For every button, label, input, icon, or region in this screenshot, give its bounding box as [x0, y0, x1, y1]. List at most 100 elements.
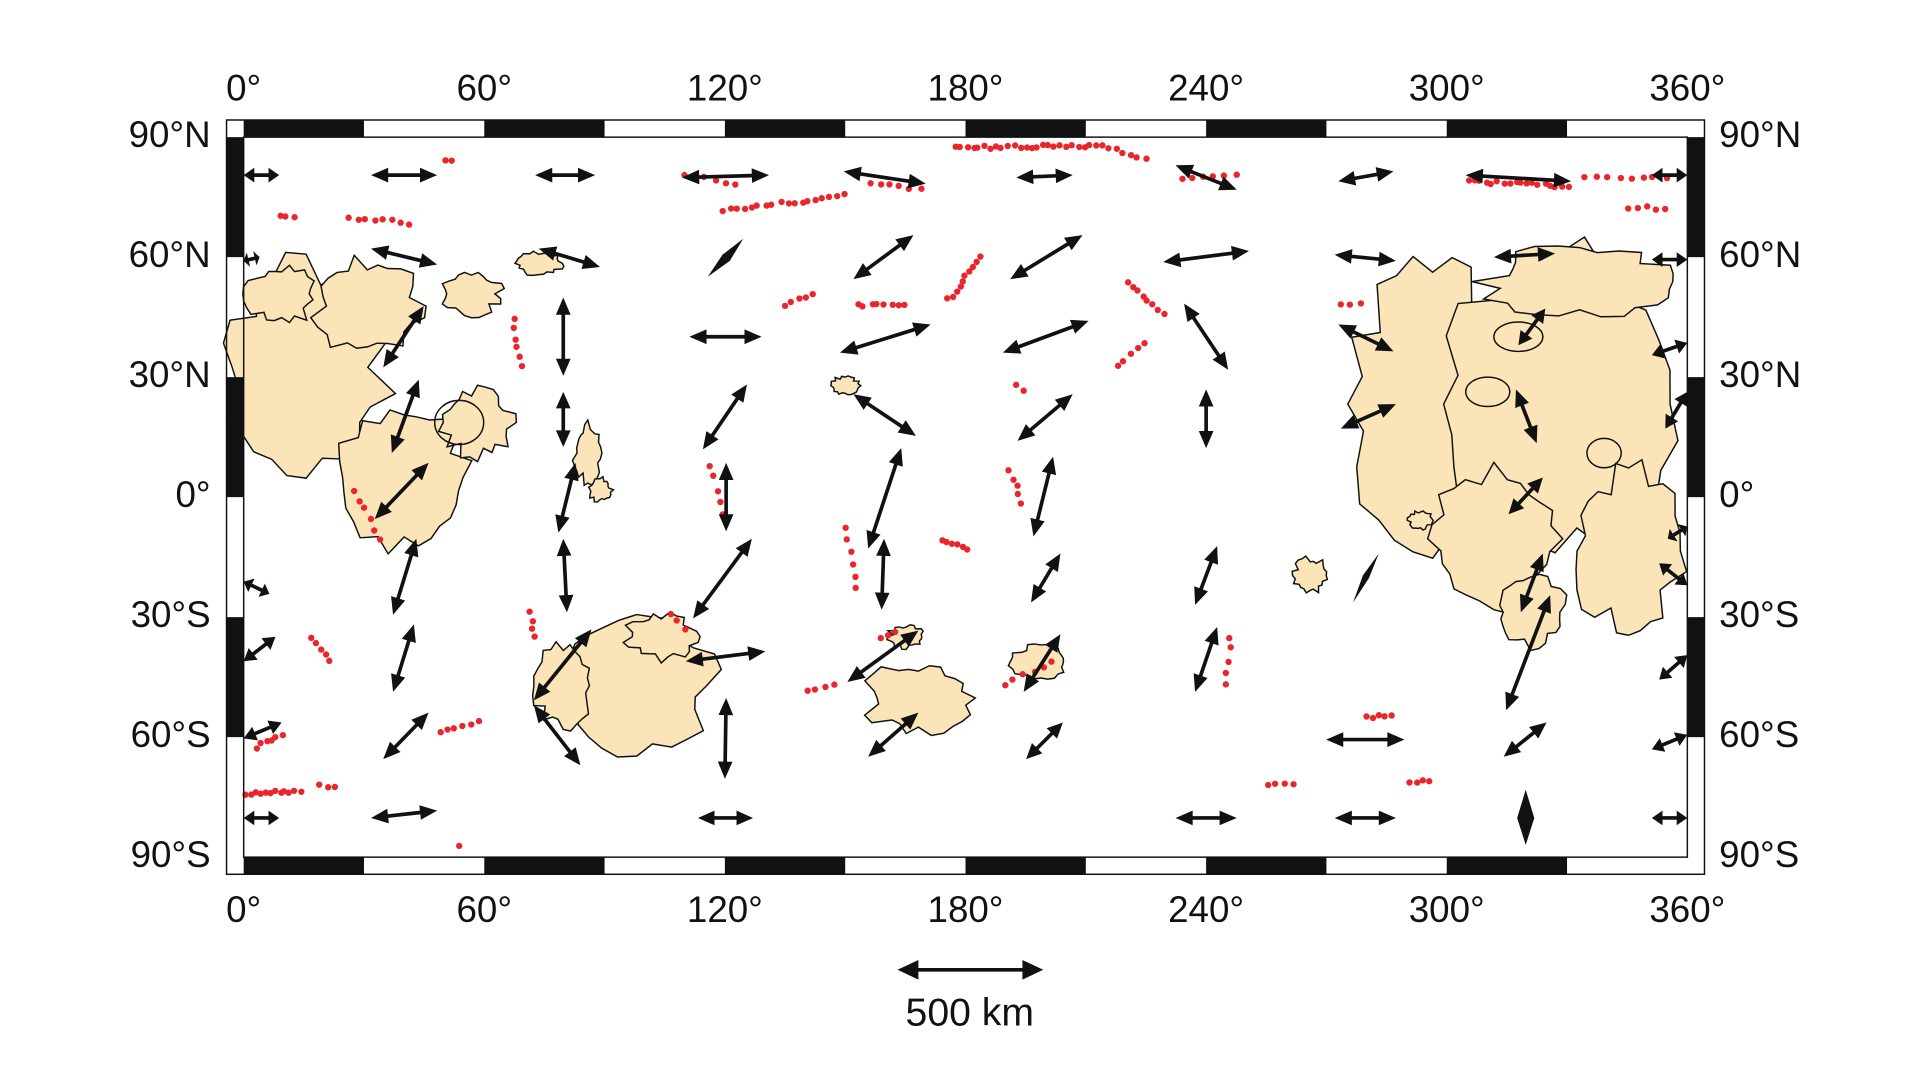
- vector-head: [1198, 389, 1214, 407]
- vector-shaft: [562, 552, 569, 599]
- vector-head: [1016, 169, 1034, 185]
- vector-head: [1055, 168, 1073, 184]
- vector-head: [1378, 810, 1396, 826]
- vector-head: [868, 739, 886, 757]
- red-dot: [264, 738, 271, 745]
- vector-head: [408, 306, 424, 325]
- vector-shaft: [1509, 607, 1548, 699]
- red-dot: [379, 216, 386, 223]
- red-dot: [1265, 781, 1272, 789]
- vector-head: [866, 529, 881, 549]
- vector-head: [900, 630, 919, 647]
- red-dot: [1220, 172, 1228, 179]
- red-dot: [822, 683, 829, 691]
- red-dot: [1056, 142, 1063, 149]
- red-dot: [1640, 174, 1648, 181]
- frame-segment: [1446, 120, 1568, 138]
- red-dot: [1388, 712, 1395, 719]
- vector-head: [267, 720, 282, 734]
- vector-head: [744, 329, 762, 345]
- red-dot: [397, 219, 404, 226]
- red-dot: [350, 487, 358, 495]
- red-dot: [804, 198, 811, 205]
- vector-head: [1030, 517, 1045, 537]
- red-dot: [1189, 174, 1196, 182]
- vector-head: [1010, 263, 1029, 280]
- vector-shaft: [1523, 565, 1540, 601]
- red-dot: [526, 608, 533, 615]
- vector-head: [731, 384, 747, 403]
- latitude-label: 0°: [176, 474, 211, 515]
- vector-head: [1338, 324, 1357, 339]
- vector-shaft: [1479, 174, 1558, 183]
- longitude-label: 240°: [1168, 67, 1244, 108]
- red-dot: [267, 789, 274, 797]
- vector-head: [912, 322, 931, 337]
- vector-head: [1553, 172, 1572, 188]
- red-dot: [312, 639, 320, 647]
- red-dot: [886, 181, 893, 188]
- red-dot: [706, 462, 713, 470]
- red-dot: [1652, 206, 1660, 213]
- vector-head: [1026, 742, 1043, 760]
- vector-head: [574, 629, 592, 648]
- vector-head: [718, 514, 734, 532]
- red-dot: [371, 527, 378, 534]
- red-dot: [667, 610, 675, 618]
- land-area: [309, 253, 427, 350]
- red-dot: [722, 180, 730, 187]
- red-dot: [1076, 143, 1083, 151]
- red-dot: [948, 540, 956, 547]
- red-dot: [511, 315, 518, 323]
- longitude-label: 240°: [1168, 889, 1244, 930]
- vector-head: [243, 167, 255, 183]
- scale-bar-head: [1022, 960, 1044, 980]
- red-dot: [316, 781, 323, 788]
- longitude-label: 60°: [457, 889, 513, 930]
- red-dot: [969, 263, 977, 271]
- red-dot: [1005, 467, 1012, 474]
- red-dot: [1346, 301, 1354, 308]
- red-dot: [768, 201, 775, 208]
- vector-head: [383, 348, 399, 368]
- red-dot: [1501, 180, 1508, 187]
- red-dot: [673, 617, 680, 624]
- longitude-label: 0°: [226, 889, 261, 930]
- vector-head: [853, 394, 872, 410]
- red-dot: [1375, 712, 1383, 719]
- vector-head: [1017, 424, 1036, 441]
- vector-head: [533, 705, 551, 724]
- latitude-label: 90°N: [1719, 114, 1801, 155]
- red-dot: [818, 195, 825, 202]
- vector-head: [1659, 563, 1673, 576]
- red-dot: [376, 536, 384, 543]
- frame-segment: [1687, 617, 1705, 738]
- red-dot: [918, 185, 925, 192]
- vector-head: [261, 636, 276, 650]
- red-dot: [949, 293, 957, 301]
- vector-shaft: [1029, 173, 1060, 179]
- labels-layer: 0° 0° 60° 60° 120° 120° 180° 180° 240° 240° 300° 30…: [129, 67, 1802, 930]
- red-dot: [852, 573, 859, 581]
- vector-shaft: [394, 391, 416, 441]
- land-area: [441, 271, 506, 319]
- vector-head: [1045, 553, 1061, 572]
- land-area: [437, 384, 518, 463]
- frame-segment: [226, 137, 244, 258]
- vector-head: [1505, 691, 1520, 711]
- crater: [433, 399, 485, 446]
- vector-head: [1677, 523, 1688, 537]
- vector-shaft: [695, 173, 756, 180]
- vector-head: [258, 583, 270, 597]
- vector-shaft: [1659, 344, 1680, 354]
- vector-head: [1218, 176, 1237, 191]
- longitude-label: 360°: [1649, 889, 1725, 930]
- vector-head: [268, 167, 280, 183]
- vector-head: [1031, 583, 1047, 603]
- frame-segment: [1446, 857, 1568, 875]
- red-dot: [1644, 203, 1651, 210]
- vector-head: [843, 166, 862, 182]
- vector-head: [840, 340, 859, 355]
- vector-head: [581, 254, 600, 270]
